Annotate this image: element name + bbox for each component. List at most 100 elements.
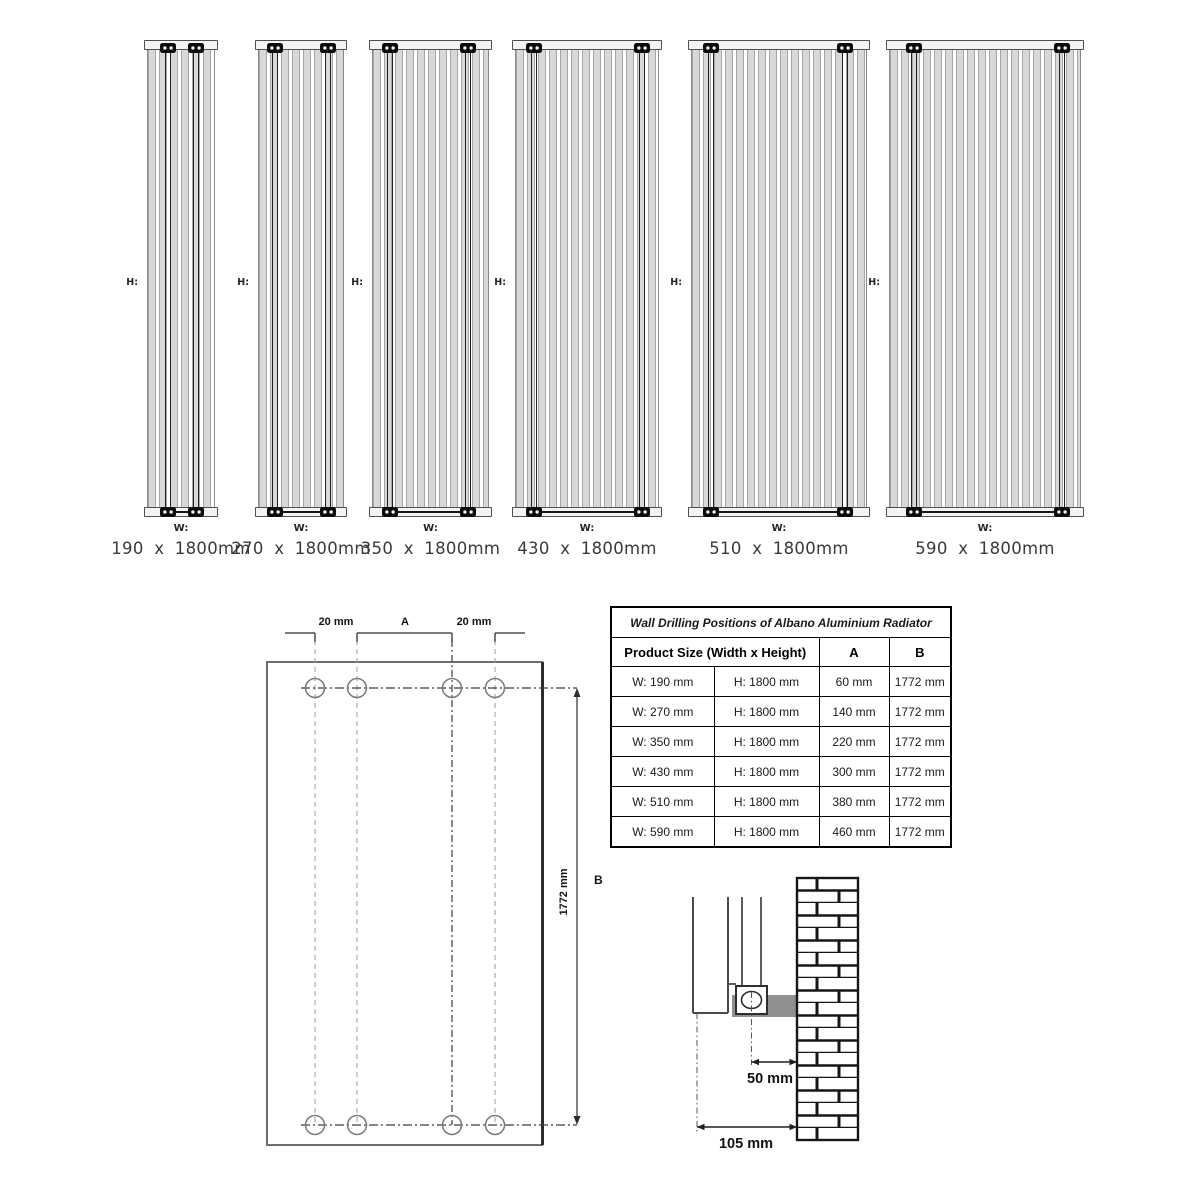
bottom-rail (275, 510, 328, 513)
table-row: W: 430 mm H: 1800 mm 300 mm 1772 mm (610, 756, 952, 787)
mounting-bracket-icon (703, 507, 719, 517)
cell-width: W: 590 mm (610, 816, 715, 848)
radiator-outline (266, 661, 543, 1146)
height-label: H: (351, 277, 363, 288)
mounting-rail (387, 50, 393, 507)
cell-a: 60 mm (818, 666, 890, 697)
mounting-bracket-icon (634, 43, 650, 53)
mounting-rail (193, 50, 199, 507)
width-label: W: (423, 523, 438, 534)
bottom-rail (711, 510, 845, 513)
mounting-bracket-icon (188, 43, 204, 53)
dim-label-b: B (594, 873, 603, 887)
mounting-rail (272, 50, 278, 507)
dim-label-50mm: 50 mm (747, 1071, 793, 1087)
radiator-430: H: W: 430 x 1800mm (494, 40, 662, 600)
table-row: W: 350 mm H: 1800 mm 220 mm 1772 mm (610, 726, 952, 757)
dim-label-1772mm: 1772 mm (558, 868, 570, 915)
radiator-body (691, 50, 867, 507)
radiator-body (258, 50, 344, 507)
cell-width: W: 350 mm (610, 726, 715, 757)
radiator-top-cap (144, 40, 218, 50)
mounting-bracket-icon (703, 43, 719, 53)
drill-hole (346, 1114, 368, 1136)
drill-hole (484, 1114, 506, 1136)
radiator-190: H: W: 190 x 1800mm (111, 40, 250, 600)
cell-a: 220 mm (818, 726, 890, 757)
cell-width: W: 430 mm (610, 756, 715, 787)
bottom-rail (914, 510, 1062, 513)
cell-b: 1772 mm (888, 696, 952, 727)
mounting-bracket-icon (837, 507, 853, 517)
mounting-bracket-icon (460, 507, 476, 517)
radiator-profile (692, 897, 729, 1014)
radiator-590: H: W: 590 x 1800mm (868, 40, 1084, 600)
mounting-bracket-icon (837, 43, 853, 53)
radiator-top-cap (369, 40, 492, 50)
width-label: W: (771, 523, 787, 534)
mounting-bracket-icon (188, 507, 204, 517)
mounting-rail (531, 50, 537, 507)
mounting-rail (465, 50, 471, 507)
col-header-product-size: Product Size (Width x Height) (610, 637, 820, 667)
height-label: H: (868, 277, 880, 288)
mounting-bracket-icon (1054, 43, 1070, 53)
cell-width: W: 510 mm (610, 786, 715, 817)
cell-width: W: 190 mm (610, 666, 715, 697)
col-header-b: B (888, 637, 952, 667)
cell-b: 1772 mm (888, 726, 952, 757)
cell-width: W: 270 mm (610, 696, 715, 727)
dim-label-offset-right: 20 mm (457, 616, 492, 628)
table-row: W: 190 mm H: 1800 mm 60 mm 1772 mm (610, 666, 952, 697)
cell-b: 1772 mm (888, 666, 952, 697)
bottom-rail (168, 510, 196, 513)
cell-b: 1772 mm (888, 786, 952, 817)
table-row: W: 590 mm H: 1800 mm 460 mm 1772 mm (610, 816, 952, 848)
mounting-bracket-icon (267, 43, 283, 53)
size-label: 510 x 1800mm (709, 539, 849, 558)
cell-b: 1772 mm (888, 756, 952, 787)
cell-b: 1772 mm (888, 816, 952, 848)
cell-a: 460 mm (818, 816, 890, 848)
mounting-bracket-icon (526, 43, 542, 53)
radiator-510: H: W: 510 x 1800mm (670, 40, 870, 600)
height-label: H: (237, 277, 249, 288)
mounting-bracket-icon (460, 43, 476, 53)
radiator-top-cap (255, 40, 347, 50)
cell-height: H: 1800 mm (713, 786, 820, 817)
mounting-bracket-icon (526, 507, 542, 517)
dim-label-offset-left: 20 mm (319, 616, 354, 628)
size-label: 430 x 1800mm (517, 539, 657, 558)
mounting-rail (165, 50, 171, 507)
mounting-bracket-icon (320, 43, 336, 53)
table-row: W: 510 mm H: 1800 mm 380 mm 1772 mm (610, 786, 952, 817)
width-label: W: (173, 523, 189, 534)
mounting-rail (1059, 50, 1065, 507)
mounting-bracket-icon (906, 43, 922, 53)
mounting-rail (325, 50, 331, 507)
width-label: W: (293, 523, 309, 534)
mounting-bracket-icon (634, 507, 650, 517)
wall-side-view: 50 mm 105 mm (692, 876, 860, 1152)
size-label: 190 x 1800mm (111, 539, 251, 558)
drill-hole (346, 677, 368, 699)
brick-wall (795, 876, 860, 1142)
radiator-body (515, 50, 659, 507)
dim-label-105mm: 105 mm (719, 1136, 773, 1152)
bottom-rail (534, 510, 642, 513)
mounting-bracket-icon (382, 507, 398, 517)
width-label: W: (977, 523, 993, 534)
size-label: 270 x 1800mm (231, 539, 371, 558)
radiator-body (147, 50, 215, 507)
mounting-rail (639, 50, 645, 507)
size-label: 590 x 1800mm (915, 539, 1055, 558)
mounting-bracket-icon (382, 43, 398, 53)
cell-a: 140 mm (818, 696, 890, 727)
cell-height: H: 1800 mm (713, 726, 820, 757)
drilling-position-diagram: 20 mm A 20 mm 1772 mm B (266, 616, 603, 1146)
cell-height: H: 1800 mm (713, 696, 820, 727)
cell-height: H: 1800 mm (713, 756, 820, 787)
radiator-270: H: W: 270 x 1800mm (231, 40, 370, 600)
radiator-top-cap (886, 40, 1084, 50)
